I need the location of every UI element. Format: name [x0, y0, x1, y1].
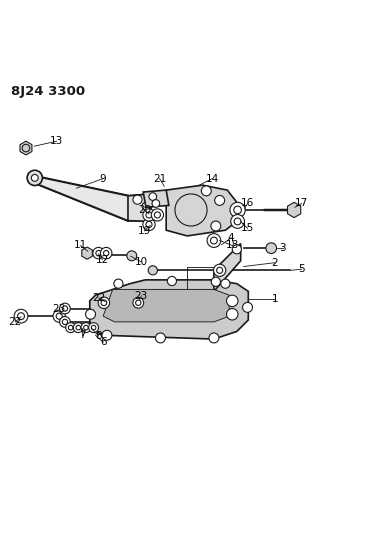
Text: 15: 15: [241, 223, 254, 233]
Circle shape: [151, 209, 163, 221]
Circle shape: [86, 309, 96, 319]
Polygon shape: [82, 247, 92, 259]
Circle shape: [155, 333, 165, 343]
Text: 11: 11: [74, 240, 87, 251]
Polygon shape: [103, 289, 229, 322]
Circle shape: [81, 322, 91, 333]
Text: 21: 21: [153, 174, 166, 184]
Text: 1: 1: [272, 294, 278, 304]
Circle shape: [232, 245, 241, 254]
Text: 23: 23: [53, 303, 66, 313]
Circle shape: [102, 330, 112, 340]
Circle shape: [93, 247, 104, 259]
Text: 19: 19: [138, 226, 151, 236]
Circle shape: [209, 333, 219, 343]
Text: 8: 8: [95, 331, 102, 341]
Polygon shape: [29, 175, 151, 221]
Circle shape: [66, 322, 76, 333]
Circle shape: [230, 203, 245, 217]
Circle shape: [167, 277, 176, 286]
Circle shape: [89, 322, 99, 333]
Circle shape: [215, 196, 225, 205]
Polygon shape: [90, 280, 248, 339]
Text: 22: 22: [92, 293, 105, 303]
Polygon shape: [128, 194, 151, 221]
Circle shape: [227, 295, 238, 306]
Circle shape: [133, 195, 142, 204]
Circle shape: [266, 243, 277, 254]
Polygon shape: [143, 190, 169, 207]
Text: 8J24 3300: 8J24 3300: [11, 85, 86, 98]
Circle shape: [148, 266, 157, 275]
Text: 10: 10: [135, 257, 148, 267]
Text: 4: 4: [228, 233, 235, 243]
Text: 12: 12: [96, 255, 109, 264]
Circle shape: [60, 303, 70, 314]
Circle shape: [149, 193, 157, 200]
Text: 14: 14: [206, 174, 219, 184]
Text: 9: 9: [100, 174, 107, 184]
Circle shape: [143, 219, 155, 231]
Circle shape: [152, 200, 160, 207]
Circle shape: [211, 277, 220, 286]
Text: 5: 5: [298, 264, 305, 274]
Text: 16: 16: [241, 198, 254, 208]
Circle shape: [243, 302, 253, 312]
Circle shape: [211, 221, 221, 231]
Text: 20: 20: [138, 205, 151, 215]
Text: 18: 18: [226, 240, 239, 251]
Polygon shape: [20, 141, 32, 155]
Circle shape: [207, 233, 221, 247]
Text: 3: 3: [279, 243, 286, 253]
Polygon shape: [288, 203, 301, 217]
Circle shape: [31, 174, 38, 181]
Circle shape: [143, 209, 155, 221]
Circle shape: [214, 264, 226, 277]
Text: 2: 2: [272, 257, 278, 268]
Circle shape: [127, 251, 137, 261]
Circle shape: [98, 297, 110, 309]
Text: 6: 6: [100, 337, 107, 347]
Circle shape: [100, 247, 112, 259]
Circle shape: [53, 310, 65, 322]
Circle shape: [142, 203, 150, 210]
Circle shape: [201, 186, 211, 196]
Circle shape: [60, 317, 70, 327]
Circle shape: [27, 170, 42, 185]
Polygon shape: [214, 244, 241, 292]
Text: 22: 22: [9, 317, 22, 327]
Text: 7: 7: [79, 330, 86, 340]
Circle shape: [133, 297, 144, 308]
Circle shape: [231, 215, 244, 228]
Polygon shape: [166, 185, 237, 236]
Text: 17: 17: [295, 198, 308, 208]
Circle shape: [73, 322, 83, 333]
Circle shape: [221, 279, 230, 288]
Circle shape: [114, 279, 123, 288]
Circle shape: [227, 309, 238, 320]
Text: 13: 13: [50, 136, 63, 146]
Circle shape: [14, 309, 28, 323]
Text: 23: 23: [135, 291, 148, 301]
